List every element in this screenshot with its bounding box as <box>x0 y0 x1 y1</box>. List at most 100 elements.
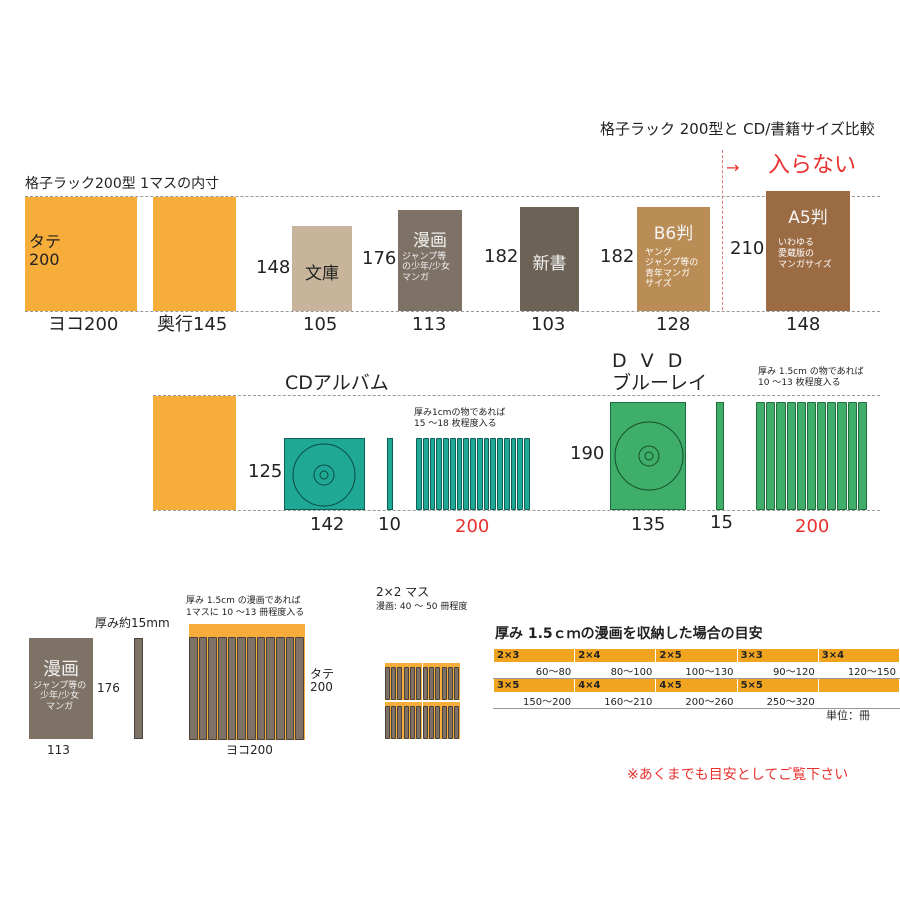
grid-cell-top-left <box>385 663 422 700</box>
manga-spine-item <box>453 667 459 700</box>
cd-spine-item <box>449 438 456 510</box>
dvd-spine-item <box>857 402 867 510</box>
dvd-spine <box>716 402 724 510</box>
cd-title: CDアルバム <box>285 372 389 394</box>
dvd-height: 190 <box>570 443 605 464</box>
capacity-table: 2×3 2×4 2×5 3×3 3×4 60～80 80～100 100～130… <box>492 648 900 709</box>
row2-top-guide <box>153 395 880 396</box>
dvd-title-1: D V D <box>612 350 687 372</box>
dvd-thickness: 15 <box>710 512 733 533</box>
row2-bottom-guide <box>153 510 880 511</box>
bunko-name: 文庫 <box>305 264 339 284</box>
dvd-spine-item <box>827 402 837 510</box>
manga-spine-item <box>441 667 447 700</box>
manga-demo-height: 176 <box>97 681 120 695</box>
manga-spine-item <box>385 667 391 700</box>
manga-spine-item <box>237 637 246 740</box>
table-header: 2×5 <box>655 648 738 663</box>
manga-height: 176 <box>362 248 397 269</box>
manga-demo-width: 113 <box>47 743 70 757</box>
manga-spine-item <box>208 637 217 740</box>
manga-spine-item <box>218 637 227 740</box>
manga-demo-sub: ジャンプ等の 少年/少女 マンガ <box>33 681 87 712</box>
table-row: 60～80 80～100 100～130 90～120 120～150 <box>492 662 900 679</box>
cd-spine-item <box>510 438 517 510</box>
unit-label: 単位：冊 <box>826 709 870 722</box>
table-cell: 160～210 <box>574 692 657 709</box>
dvd-spine-item <box>806 402 817 510</box>
table-header <box>817 678 900 693</box>
manga-demo-name: 漫画 <box>43 659 79 680</box>
dvd-spine-item <box>766 402 776 510</box>
cell-with-manga <box>189 624 305 740</box>
cd-spine-item <box>463 438 470 510</box>
cd-width: 142 <box>310 514 345 535</box>
table-cell: 100～130 <box>655 662 738 679</box>
manga-spine-item <box>453 706 459 739</box>
shinsho-name: 新書 <box>532 254 567 274</box>
manga-spine-item <box>266 637 275 740</box>
dvd-title-2: ブルーレイ <box>612 372 708 394</box>
cell-label: 格子ラック200型 1マスの内寸 <box>25 176 220 192</box>
table-header: 5×5 <box>736 678 819 693</box>
table-cell: 250～320 <box>736 692 819 709</box>
dvd-total: 200 <box>795 516 830 537</box>
cd-height: 125 <box>248 461 283 482</box>
manga-demo-book: 漫画 ジャンプ等の 少年/少女 マンガ <box>29 638 93 739</box>
table-cell: 60～80 <box>492 662 576 679</box>
dvd-spine-item <box>786 402 796 510</box>
cd-spine-item <box>483 438 490 510</box>
manga-spine-item <box>385 706 391 739</box>
manga-sub: ジャンプ等 の少年/少女 マンガ <box>402 252 451 283</box>
shinsho-height: 182 <box>484 246 519 267</box>
grid-cell-bottom-right <box>423 702 460 739</box>
dvd-spine-item <box>817 402 827 510</box>
dvd-spine-item <box>756 402 766 510</box>
cell-side-row2 <box>153 396 236 510</box>
manga-spine-item <box>391 667 397 700</box>
dvd-stack <box>756 402 868 510</box>
table-title: 厚み 1.5ｃｍの漫画を収納した場合の目安 <box>495 626 763 642</box>
table-header: 3×3 <box>736 648 819 663</box>
dvd-spine-item <box>837 402 847 510</box>
cd-stack <box>416 438 531 510</box>
manga-spine-item <box>429 667 435 700</box>
manga-spine-item <box>435 667 441 700</box>
bottom-guide <box>25 311 880 312</box>
cell-depth-label: 奥行145 <box>157 314 228 335</box>
b6-height: 182 <box>600 246 635 267</box>
manga-spine-item <box>415 706 421 739</box>
cd-spine-item <box>517 438 524 510</box>
dvd-width: 135 <box>631 514 666 535</box>
manga-spine-item <box>285 637 295 740</box>
manga-spine-item <box>403 667 409 700</box>
table-header: 4×5 <box>655 678 738 693</box>
manga-spine-item <box>423 706 429 739</box>
table-row: 150～200 160～210 200～260 250～320 <box>492 692 900 709</box>
manga-spine-item <box>429 706 435 739</box>
table-cell <box>817 692 900 709</box>
manga-thickness-label: 厚み約15mm <box>95 616 170 630</box>
manga-cell-height: タテ 200 <box>310 667 335 695</box>
shinsho-width: 103 <box>531 314 566 335</box>
cd-spine-item <box>456 438 463 510</box>
a5-width: 148 <box>786 314 821 335</box>
dvd-fill-note: 厚み 1.5cm の物であれば 10 ～13 枚程度入る <box>758 367 864 389</box>
manga-spine-item <box>403 706 409 739</box>
cell-front: タテ 200 <box>25 197 137 311</box>
dvd-case <box>610 402 686 510</box>
bunko-book: 文庫 <box>292 226 352 311</box>
cd-thickness: 10 <box>378 514 401 535</box>
manga-fill-note: 厚み 1.5cm の漫画であれば 1マスに 10 ～13 冊程度入る <box>186 596 305 618</box>
manga-stack <box>189 637 305 740</box>
manga-spine-item <box>227 637 237 740</box>
manga-spine-item <box>295 637 304 740</box>
grid-cell-top-right <box>423 663 460 700</box>
manga-spine-item <box>397 706 403 739</box>
grid-cell-manga <box>423 667 460 700</box>
cd-spine-item <box>443 438 449 510</box>
manga-spine-item <box>256 637 266 740</box>
a5-name: A5判 <box>788 208 828 228</box>
manga-cell-width: ヨコ200 <box>226 743 273 757</box>
table-header-row-1: 2×3 2×4 2×5 3×3 3×4 <box>492 648 900 663</box>
